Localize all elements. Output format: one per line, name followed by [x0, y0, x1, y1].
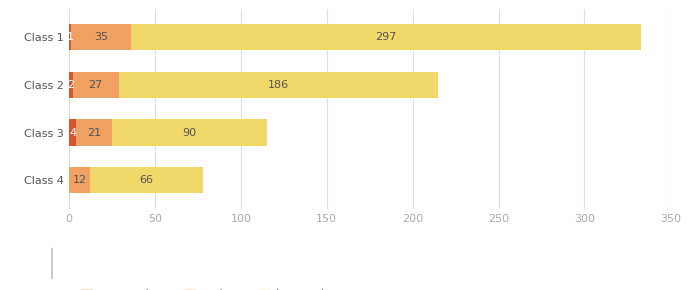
- Bar: [131, 24, 641, 50]
- Bar: [112, 119, 267, 146]
- Bar: [70, 24, 131, 50]
- Text: 2: 2: [67, 80, 75, 90]
- Bar: [69, 119, 76, 146]
- Text: 21: 21: [87, 128, 101, 137]
- Bar: [69, 72, 73, 98]
- Bar: [76, 119, 112, 146]
- Text: 12: 12: [73, 175, 86, 185]
- Bar: [90, 167, 203, 193]
- Text: 4: 4: [69, 128, 76, 137]
- Bar: [119, 72, 438, 98]
- Text: 27: 27: [88, 80, 103, 90]
- Text: 297: 297: [375, 32, 397, 42]
- Bar: [69, 24, 70, 50]
- Text: 35: 35: [94, 32, 108, 42]
- Bar: [73, 72, 119, 98]
- Text: 66: 66: [140, 175, 153, 185]
- Text: 90: 90: [182, 128, 196, 137]
- Legend: very serious, serious, less serious: very serious, serious, less serious: [75, 284, 350, 290]
- Bar: [69, 167, 90, 193]
- Text: 1: 1: [66, 32, 73, 42]
- Text: 186: 186: [268, 80, 290, 90]
